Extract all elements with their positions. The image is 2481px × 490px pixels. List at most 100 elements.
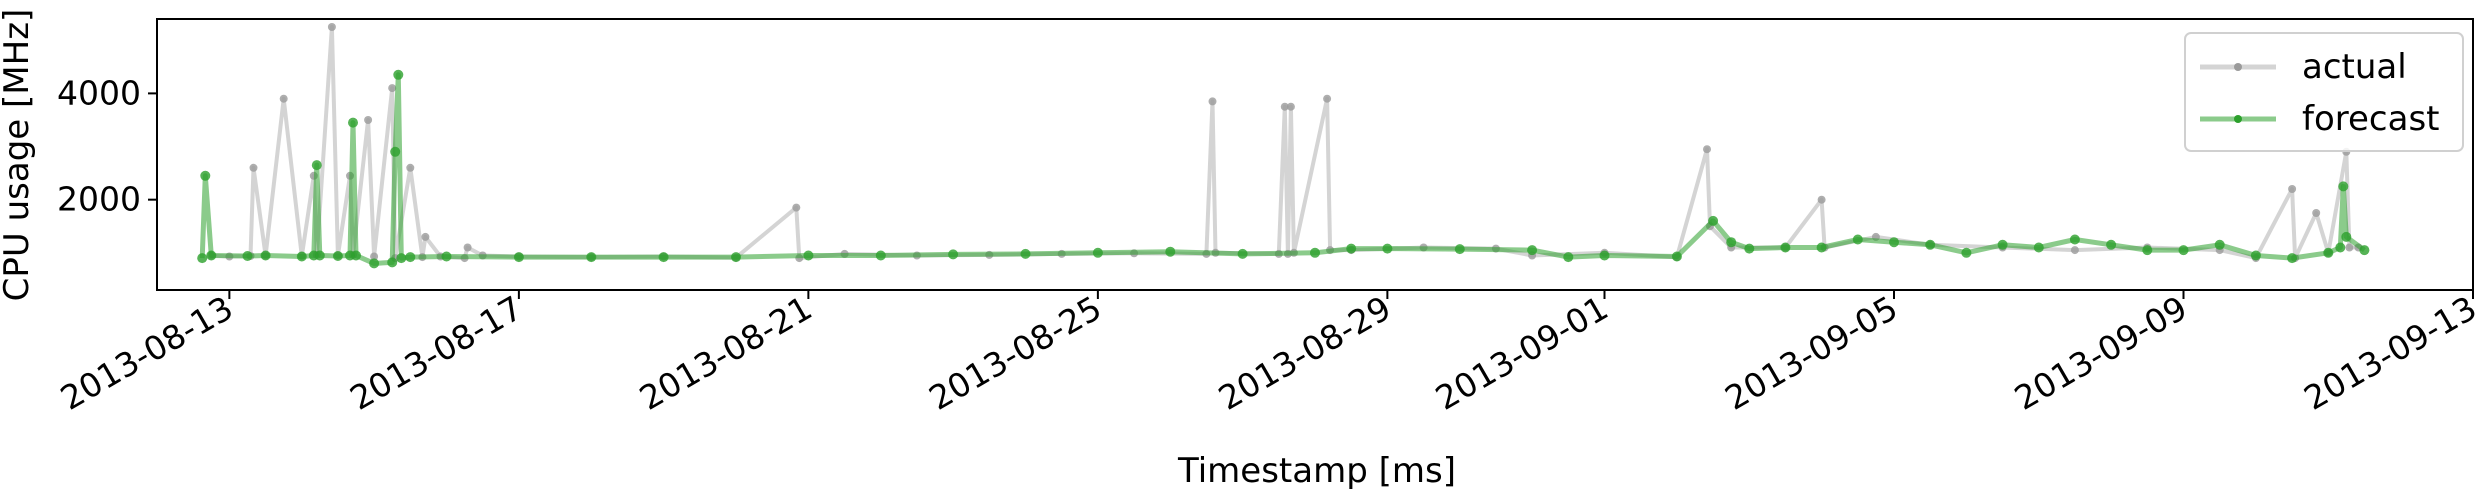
data-point-forecast xyxy=(311,160,322,171)
data-point-forecast xyxy=(1454,244,1465,255)
data-point-forecast xyxy=(332,251,343,261)
data-point-actual xyxy=(364,116,373,124)
data-point-forecast xyxy=(1599,250,1610,261)
data-point-actual xyxy=(421,232,430,241)
y-axis-label: CPU usage [MHz] xyxy=(0,9,37,302)
data-point-actual xyxy=(406,163,415,172)
data-point-forecast xyxy=(1527,245,1538,256)
data-point-forecast xyxy=(200,170,211,181)
data-point-actual xyxy=(1817,195,1826,204)
data-point-actual xyxy=(1208,97,1217,106)
x-tick-label: 2013-08-13 xyxy=(54,288,240,418)
x-axis: 2013-08-13 2013-08-17 2013-08-21 2013-08-25… xyxy=(54,288,2481,418)
legend-label-actual: actual xyxy=(2302,47,2407,87)
data-point-forecast xyxy=(1961,247,1972,258)
data-point-forecast xyxy=(2335,242,2346,253)
y-tick-label: 4000 xyxy=(57,73,141,112)
data-point-actual xyxy=(2070,246,2079,255)
x-tick-label: 2013-09-09 xyxy=(2008,288,2194,418)
data-point-forecast xyxy=(1165,246,1176,257)
data-point-forecast xyxy=(1852,234,1863,245)
data-point-forecast xyxy=(396,253,407,264)
data-point-forecast xyxy=(1020,248,1031,259)
x-axis-label: Timestamp [ms] xyxy=(1177,451,1456,490)
legend: actual forecast xyxy=(2184,32,2464,152)
legend-label-forecast: forecast xyxy=(2302,99,2440,139)
data-point-forecast xyxy=(2214,239,2225,250)
data-point-forecast xyxy=(875,250,886,261)
data-point-forecast xyxy=(2142,245,2153,256)
data-point-actual xyxy=(2345,243,2354,252)
data-point-actual xyxy=(2288,185,2297,193)
data-point-forecast xyxy=(197,253,208,264)
data-point-actual xyxy=(792,203,801,212)
data-point-forecast xyxy=(1780,242,1791,253)
data-point-forecast xyxy=(260,250,271,261)
data-point-forecast xyxy=(296,251,307,262)
data-point-forecast xyxy=(586,252,597,263)
data-point-forecast xyxy=(242,251,253,261)
data-point-forecast xyxy=(387,257,398,268)
data-point-forecast xyxy=(369,258,380,269)
data-point-forecast xyxy=(1889,237,1899,248)
data-point-forecast xyxy=(513,252,524,263)
x-tick-label: 2013-08-25 xyxy=(922,288,1108,418)
legend-marker-forecast xyxy=(2234,115,2242,123)
data-point-actual xyxy=(279,94,288,103)
data-point-forecast xyxy=(1708,215,1719,226)
data-point-forecast xyxy=(2069,234,2080,245)
data-point-forecast xyxy=(393,69,404,80)
plot-frame xyxy=(156,18,2474,291)
data-point-forecast xyxy=(314,250,325,261)
data-point-forecast xyxy=(1563,252,1574,263)
data-point-forecast xyxy=(1310,247,1320,258)
data-point-forecast xyxy=(2178,245,2189,256)
data-point-forecast xyxy=(351,250,361,261)
data-point-forecast xyxy=(2323,247,2334,258)
data-point-forecast xyxy=(1382,243,1393,254)
data-point-forecast xyxy=(731,252,741,263)
y-tick-label: 2000 xyxy=(57,180,141,219)
data-point-forecast xyxy=(1092,247,1103,258)
x-tick-label: 2013-08-29 xyxy=(1212,288,1398,418)
data-point-actual xyxy=(1323,94,1332,103)
data-point-forecast xyxy=(2341,231,2352,242)
data-point-actual xyxy=(2312,209,2321,217)
data-point-forecast xyxy=(206,250,217,261)
series-line-forecast xyxy=(199,72,2366,266)
series-forecast xyxy=(197,69,2370,269)
x-tick-label: 2013-08-21 xyxy=(633,288,819,418)
data-point-forecast xyxy=(1997,239,2008,250)
data-point-forecast xyxy=(658,252,669,263)
data-point-forecast xyxy=(1744,243,1755,254)
data-point-actual xyxy=(370,252,379,261)
data-point-forecast xyxy=(1726,237,1737,248)
data-point-forecast xyxy=(1925,239,1936,250)
series-line-actual xyxy=(211,25,2359,261)
data-point-forecast xyxy=(2106,239,2117,250)
data-point-forecast xyxy=(2338,181,2349,192)
data-point-actual xyxy=(1280,102,1289,111)
data-point-forecast xyxy=(2287,253,2298,264)
data-point-forecast xyxy=(1816,242,1827,253)
data-point-forecast xyxy=(405,252,416,263)
data-point-forecast xyxy=(2359,245,2370,256)
data-point-forecast xyxy=(1346,243,1357,254)
y-axis: 2000 4000 xyxy=(57,73,157,219)
data-point-forecast xyxy=(948,249,959,260)
data-point-forecast xyxy=(1237,248,1248,259)
data-point-forecast xyxy=(803,250,814,261)
data-point-forecast xyxy=(1671,251,1682,262)
data-point-actual xyxy=(249,163,258,172)
x-tick-label: 2013-09-01 xyxy=(1429,288,1615,418)
data-point-forecast xyxy=(441,251,452,262)
data-point-actual xyxy=(1703,145,1711,154)
series-layer xyxy=(197,23,2370,269)
x-tick-label: 2013-08-17 xyxy=(343,288,529,418)
x-tick-label: 2013-09-13 xyxy=(2297,288,2481,418)
data-point-forecast xyxy=(390,146,401,157)
legend-marker-actual xyxy=(2234,63,2242,71)
data-point-actual xyxy=(1286,102,1295,111)
